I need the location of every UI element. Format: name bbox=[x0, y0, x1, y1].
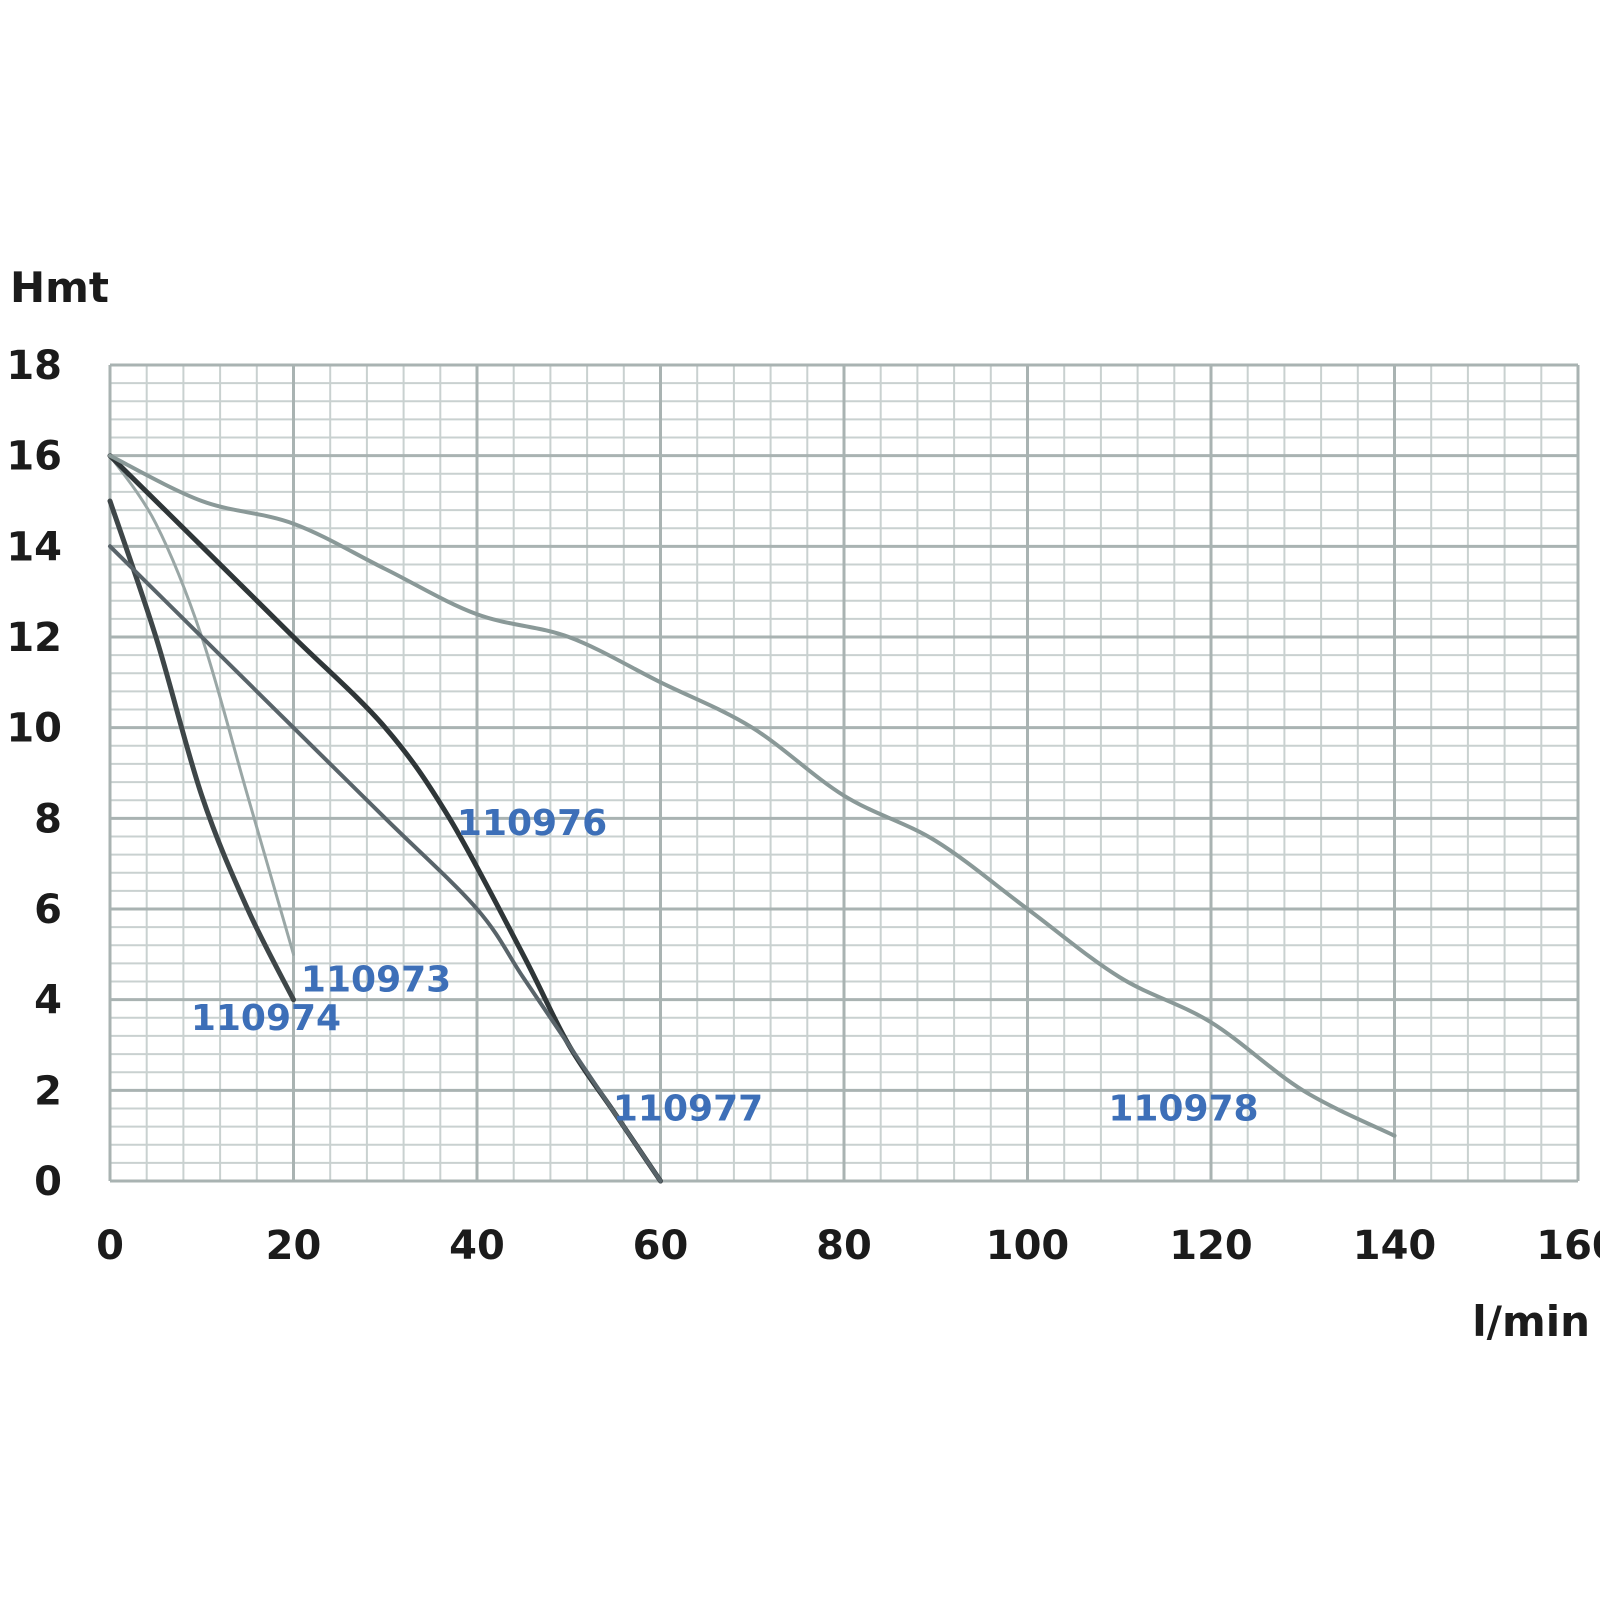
y-tick-label: 6 bbox=[34, 887, 62, 933]
y-tick-label: 2 bbox=[34, 1068, 62, 1114]
major-gridlines bbox=[108, 363, 1580, 1183]
x-tick-label: 40 bbox=[449, 1223, 505, 1269]
series-line-110973 bbox=[108, 454, 295, 956]
x-tick-label: 140 bbox=[1353, 1223, 1437, 1269]
y-tick-label: 8 bbox=[34, 796, 62, 842]
x-tick-label: 100 bbox=[986, 1223, 1070, 1269]
series-label-110977: 110977 bbox=[613, 1088, 763, 1129]
series-label-110974: 110974 bbox=[191, 998, 341, 1039]
y-tick-label: 4 bbox=[34, 978, 62, 1024]
x-tick-label: 20 bbox=[266, 1223, 322, 1269]
x-tick-label: 0 bbox=[96, 1223, 124, 1269]
series-label-110976: 110976 bbox=[457, 803, 607, 844]
y-tick-labels: 0 2 4 6 8 10 12 14 16 18 bbox=[6, 343, 62, 1205]
y-tick-label: 12 bbox=[6, 615, 62, 661]
series-line-110977 bbox=[108, 544, 663, 1183]
x-tick-labels: 0 20 40 60 80 100 120 140 160 bbox=[96, 1223, 1600, 1269]
y-axis-title: Hmt bbox=[10, 263, 109, 312]
y-tick-label: 16 bbox=[6, 434, 62, 480]
x-tick-label: 160 bbox=[1536, 1223, 1600, 1269]
series-label-110978: 110978 bbox=[1108, 1088, 1258, 1129]
x-tick-label: 120 bbox=[1169, 1223, 1253, 1269]
y-tick-label: 0 bbox=[34, 1159, 62, 1205]
y-tick-label: 18 bbox=[6, 343, 62, 389]
y-tick-label: 10 bbox=[6, 706, 62, 752]
series-layer bbox=[107, 453, 1397, 1184]
x-axis-title: l/min bbox=[1472, 1297, 1590, 1346]
series-label-110973: 110973 bbox=[301, 959, 451, 1000]
series-line-110978 bbox=[108, 453, 1397, 1138]
x-tick-label: 80 bbox=[816, 1223, 872, 1269]
series-line-110974 bbox=[107, 498, 296, 1003]
x-tick-label: 60 bbox=[633, 1223, 689, 1269]
y-tick-label: 14 bbox=[6, 524, 62, 570]
